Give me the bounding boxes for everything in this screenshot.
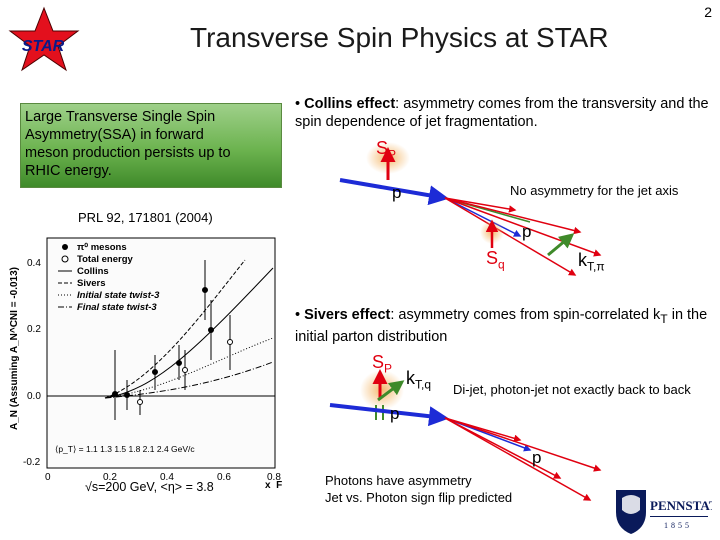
y-tick: 0.0 [27,391,41,402]
callout-line: RHIC energy. [25,163,112,179]
callout-line: meson production persists up to [25,145,231,161]
legend-entry: π⁰ mesons [77,242,127,253]
y-tick: 0.2 [27,324,41,335]
sivers-p2-label: p [532,448,542,467]
y-axis-label: A_N (Assuming A_N^CNI = -0.013) [9,267,20,430]
x-tick: 0.2 [103,472,117,483]
x-tick: 0 [45,472,51,483]
sivers-p-label: p [390,404,400,423]
reference: PRL 92, 171801 (2004) [78,210,213,225]
collins-kt-label: kT,π [578,250,605,274]
photon-note-2: Jet vs. Photon sign flip predicted [325,490,513,505]
legend-entry: Total energy [77,254,133,265]
sivers-text-sub: T [660,311,668,326]
sqrt-s-label: √s=200 GeV, <η> = 3.8 [85,480,214,494]
sivers-text-end: in the initial parton distribution [295,307,708,345]
x-tick: 0.8 [267,472,281,483]
page-title: Transverse Spin Physics at STAR [190,22,609,53]
y-tick: 0.4 [27,258,41,269]
sivers-kt-label: kT,q [406,368,432,392]
star-logo: STAR [8,6,80,72]
x-tick: 0.6 [217,472,231,483]
slide-number: 2 [704,4,712,20]
callout-line: Asymmetry(SSA) in forward [25,127,204,143]
pennstate-logo: PENNSTATE 1855 [616,490,712,534]
x-axis-label: x_F [265,480,282,488]
legend-entry: Final state twist-3 [77,302,157,313]
sivers-note: Di-jet, photon-jet not exactly back to b… [453,382,691,397]
sivers-sp-label: SP [372,352,393,376]
sivers-bullet: • Sivers effect: asymmetry comes from sp… [295,307,708,345]
y-tick: -0.2 [23,457,41,468]
callout-line: Large Transverse Single Spin [25,109,216,125]
pt-row: ⟨p_T⟩ = 1.1 1.3 1.5 1.8 2.1 2.4 GeV/c [55,444,195,454]
collins-bullet: • Collins effect: asymmetry comes from t… [295,96,709,130]
pennstate-name: PENNSTATE [650,498,712,513]
collins-sp-label: SP [376,138,397,162]
callout-box: Large Transverse Single Spin Asymmetry(S… [20,103,282,188]
collins-sq-label: Sq [486,248,505,272]
star-logo-text: STAR [22,38,65,55]
x-tick: 0.4 [160,472,174,483]
legend-entry: Sivers [77,278,106,289]
collins-heading: Collins effect [304,96,396,112]
sivers-heading: Sivers effect [304,307,391,323]
collins-text: : asymmetry comes from the transversity … [295,96,709,130]
pennstate-year: 1855 [664,521,692,530]
legend-entry: Initial state twist-3 [77,290,160,301]
photon-note-1: Photons have asymmetry [325,473,472,488]
asymmetry-plot: 0.4 0.2 0.0 -0.2 0 0.2 0.4 0.6 0.8 x_F A… [9,237,282,488]
collins-p-label: p [392,183,402,202]
sivers-text: : asymmetry comes from spin-correlated k [390,307,661,323]
collins-note: No asymmetry for the jet axis [510,183,679,198]
collins-p2-label: p [522,222,532,241]
legend-entry: Collins [77,266,109,277]
